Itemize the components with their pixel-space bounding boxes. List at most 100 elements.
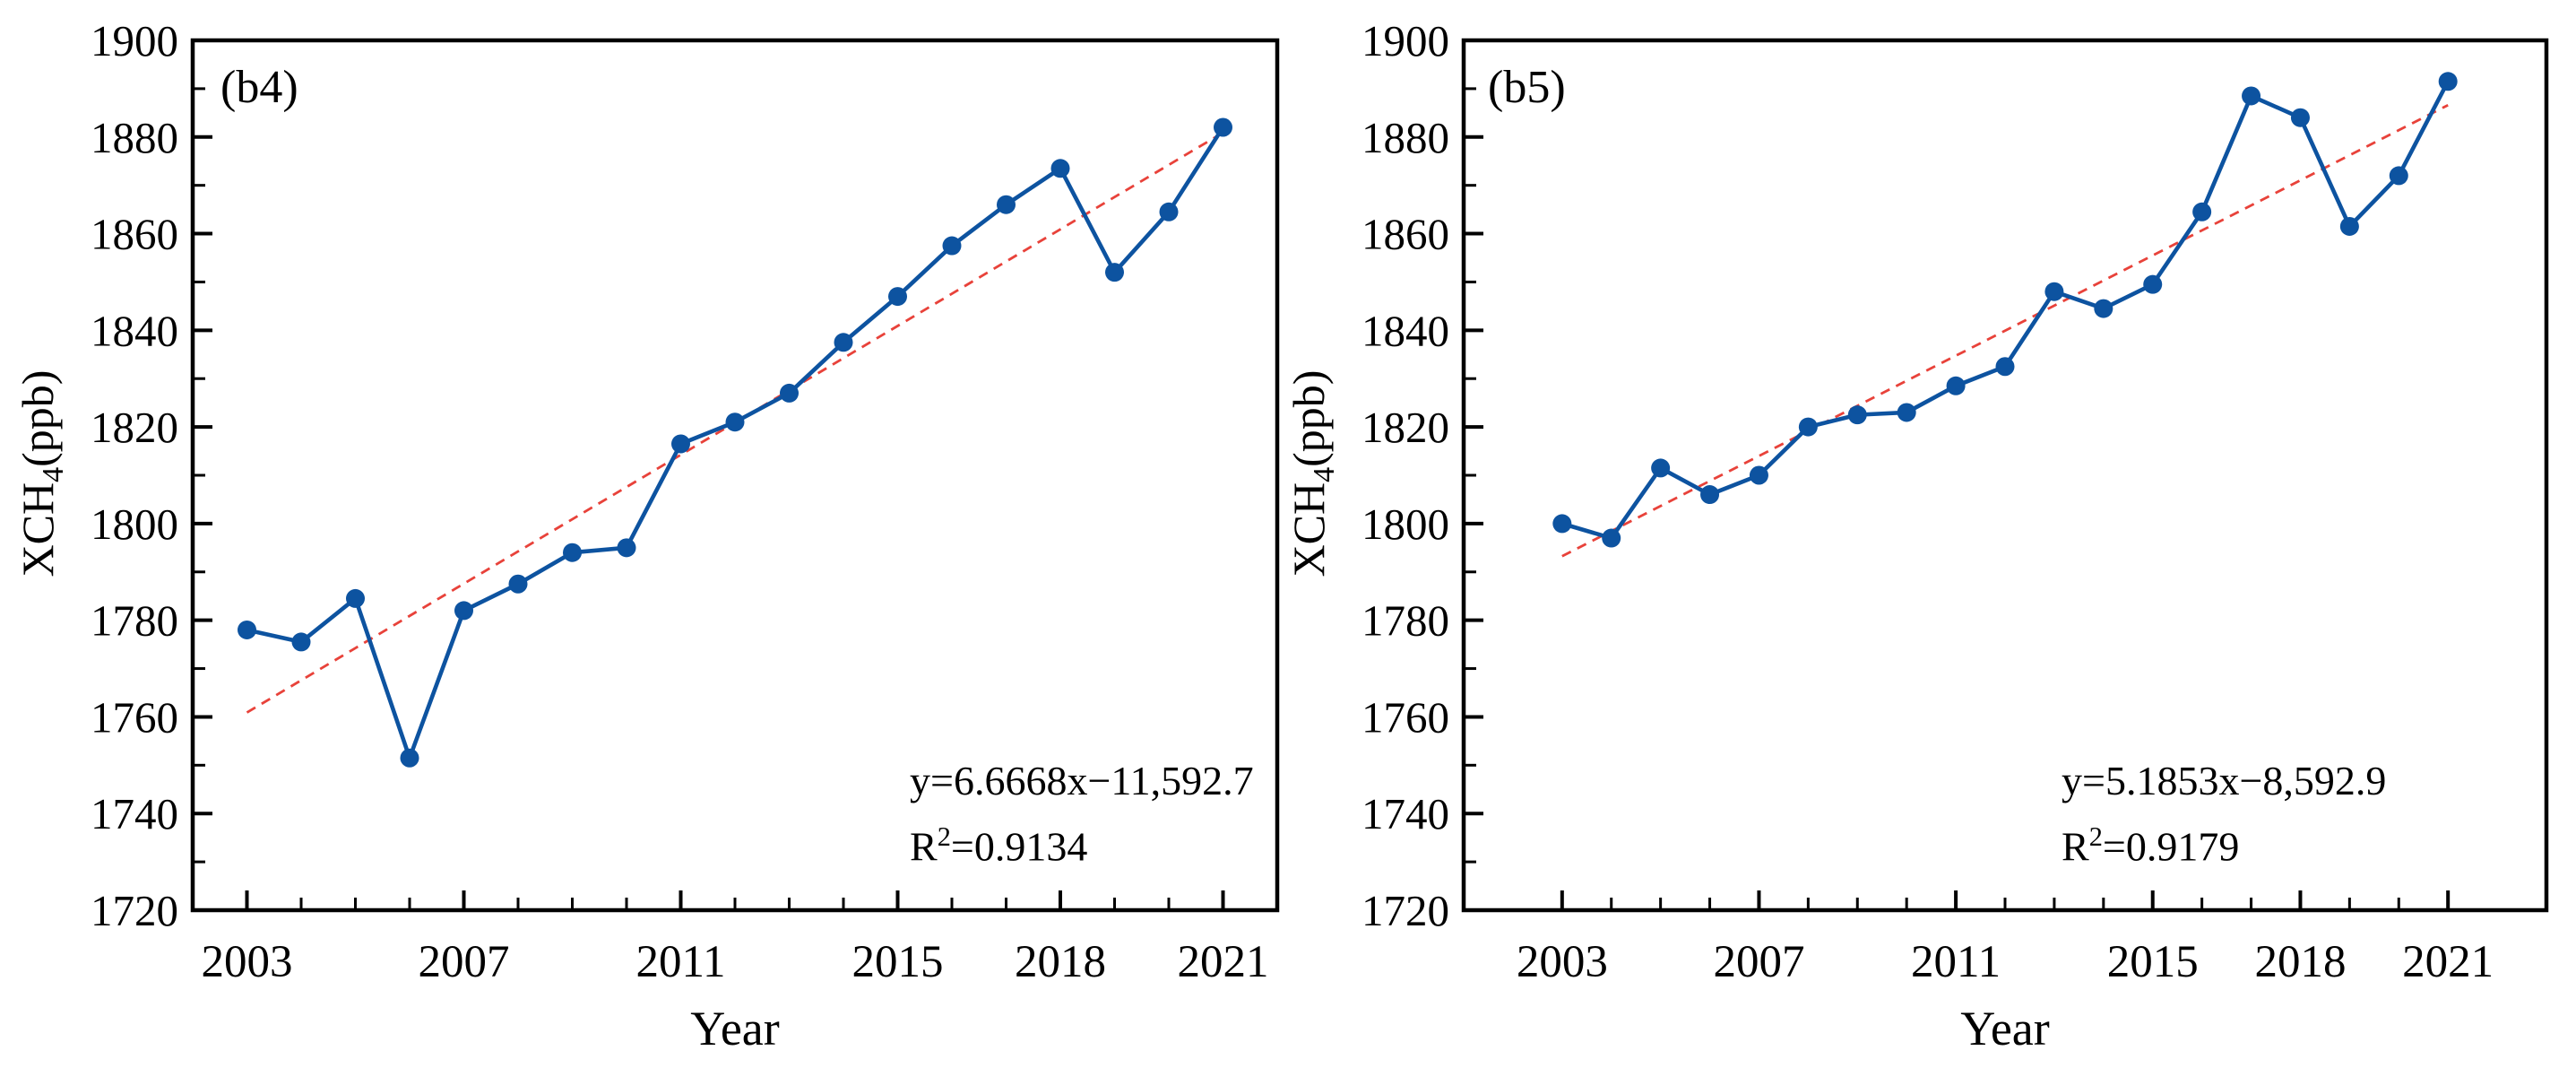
data-point bbox=[2044, 282, 2064, 301]
r-exponent: 2 bbox=[2088, 821, 2103, 852]
y-tick-label: 1760 bbox=[91, 692, 178, 742]
data-point bbox=[2143, 274, 2163, 294]
data-point bbox=[2290, 108, 2310, 127]
y-tick-label: 1800 bbox=[91, 499, 178, 549]
data-point bbox=[508, 574, 528, 594]
data-point bbox=[1159, 202, 1179, 221]
x-tick-label: 2018 bbox=[2254, 937, 2346, 987]
x-tick-label: 2018 bbox=[1015, 937, 1106, 987]
y-tick-label: 1900 bbox=[1361, 16, 1449, 65]
x-tick-label: 2007 bbox=[419, 937, 510, 987]
panel-label-b4: (b4) bbox=[220, 62, 298, 113]
r-label: R bbox=[2062, 823, 2089, 870]
data-point bbox=[346, 588, 365, 608]
y-tick-label: 1760 bbox=[1361, 692, 1449, 742]
equation-block-b5: y=5.1853x−8,592.9 R2=0.9179 bbox=[2062, 753, 2386, 874]
equation-line-b5: y=5.1853x−8,592.9 bbox=[2062, 758, 2387, 803]
equation-line-b4: y=6.6668x−11,592.7 bbox=[910, 758, 1254, 803]
x-tick-label: 2021 bbox=[1178, 937, 1269, 987]
data-point bbox=[2438, 72, 2458, 91]
data-point bbox=[2339, 216, 2359, 236]
x-tick-label: 2011 bbox=[635, 937, 725, 987]
data-series-line bbox=[1561, 80, 2451, 541]
y-axis-title-b5: XCH4(ppb) bbox=[1283, 370, 1342, 577]
r-squared-line-b4: R2=0.9134 bbox=[910, 809, 1254, 874]
data-point bbox=[2389, 166, 2408, 186]
data-point bbox=[942, 236, 962, 256]
data-point bbox=[454, 601, 473, 621]
y-title-unit: (ppb) bbox=[1284, 369, 1334, 467]
data-point bbox=[1847, 405, 1867, 425]
y-tick-label: 1780 bbox=[91, 596, 178, 646]
data-point bbox=[1050, 159, 1070, 178]
data-point bbox=[291, 632, 311, 652]
data-point bbox=[834, 333, 853, 352]
x-tick-label: 2003 bbox=[202, 937, 293, 987]
x-tick-label: 2007 bbox=[1713, 937, 1804, 987]
data-point bbox=[671, 434, 690, 454]
x-tick-label: 2021 bbox=[2402, 937, 2494, 987]
y-title-unit: (ppb) bbox=[13, 369, 63, 467]
r-exponent: 2 bbox=[937, 821, 951, 852]
y-tick-label: 1720 bbox=[91, 886, 178, 935]
data-point bbox=[617, 538, 636, 558]
data-series-line bbox=[246, 126, 1225, 760]
y-tick-label: 1840 bbox=[1361, 306, 1449, 355]
data-point bbox=[400, 748, 419, 768]
y-tick-label: 1880 bbox=[91, 113, 178, 162]
data-point bbox=[1214, 117, 1232, 137]
data-point bbox=[563, 543, 582, 562]
data-point bbox=[1749, 465, 1768, 485]
r-value: =0.9134 bbox=[950, 823, 1088, 870]
data-point bbox=[238, 620, 256, 639]
data-point bbox=[1897, 403, 1916, 422]
data-point bbox=[888, 287, 907, 307]
x-axis-title-b5: Year bbox=[1960, 1002, 2050, 1055]
axis-frame bbox=[190, 38, 1280, 913]
axis-frame bbox=[1461, 38, 2549, 913]
y-title-subscript: 4 bbox=[1308, 466, 1341, 482]
data-point bbox=[1105, 263, 1124, 282]
y-title-base: XCH bbox=[1284, 482, 1334, 577]
y-tick-label: 1740 bbox=[1361, 789, 1449, 838]
data-point bbox=[2192, 202, 2212, 221]
data-point bbox=[1995, 357, 2015, 377]
equation-block-b4: y=6.6668x−11,592.7 R2=0.9134 bbox=[910, 753, 1254, 874]
data-point bbox=[780, 383, 799, 403]
data-point bbox=[1700, 485, 1720, 505]
panel-label-b5: (b5) bbox=[1488, 62, 1566, 113]
trend-line bbox=[1561, 104, 2449, 558]
x-tick-label: 2015 bbox=[852, 937, 944, 987]
data-point bbox=[2094, 299, 2114, 318]
data-point bbox=[1552, 514, 1572, 534]
y-tick-label: 1780 bbox=[1361, 596, 1449, 646]
y-tick-label: 1900 bbox=[91, 16, 178, 65]
y-tick-label: 1840 bbox=[91, 306, 178, 355]
y-tick-label: 1860 bbox=[91, 210, 178, 259]
data-point bbox=[1651, 458, 1671, 478]
y-tick-label: 1740 bbox=[91, 789, 178, 838]
x-axis-title-b4: Year bbox=[690, 1002, 780, 1055]
y-tick-label: 1860 bbox=[1361, 210, 1449, 259]
data-point bbox=[725, 412, 745, 432]
data-point bbox=[2242, 86, 2261, 106]
y-title-base: XCH bbox=[13, 482, 63, 577]
y-tick-label: 1880 bbox=[1361, 113, 1449, 162]
y-tick-label: 1720 bbox=[1361, 886, 1449, 935]
r-value: =0.9179 bbox=[2102, 823, 2240, 870]
x-tick-label: 2015 bbox=[2107, 937, 2199, 987]
x-tick-label: 2011 bbox=[1911, 937, 2001, 987]
y-axis-title-b4: XCH4(ppb) bbox=[12, 370, 71, 577]
y-tick-label: 1820 bbox=[91, 403, 178, 452]
data-point bbox=[997, 195, 1016, 214]
x-tick-label: 2003 bbox=[1517, 937, 1608, 987]
y-title-subscript: 4 bbox=[37, 466, 70, 482]
data-point bbox=[1602, 528, 1621, 548]
y-tick-label: 1820 bbox=[1361, 403, 1449, 452]
data-point bbox=[1946, 376, 1966, 395]
data-point bbox=[1798, 417, 1818, 437]
r-label: R bbox=[910, 823, 938, 870]
r-squared-line-b5: R2=0.9179 bbox=[2062, 809, 2386, 874]
